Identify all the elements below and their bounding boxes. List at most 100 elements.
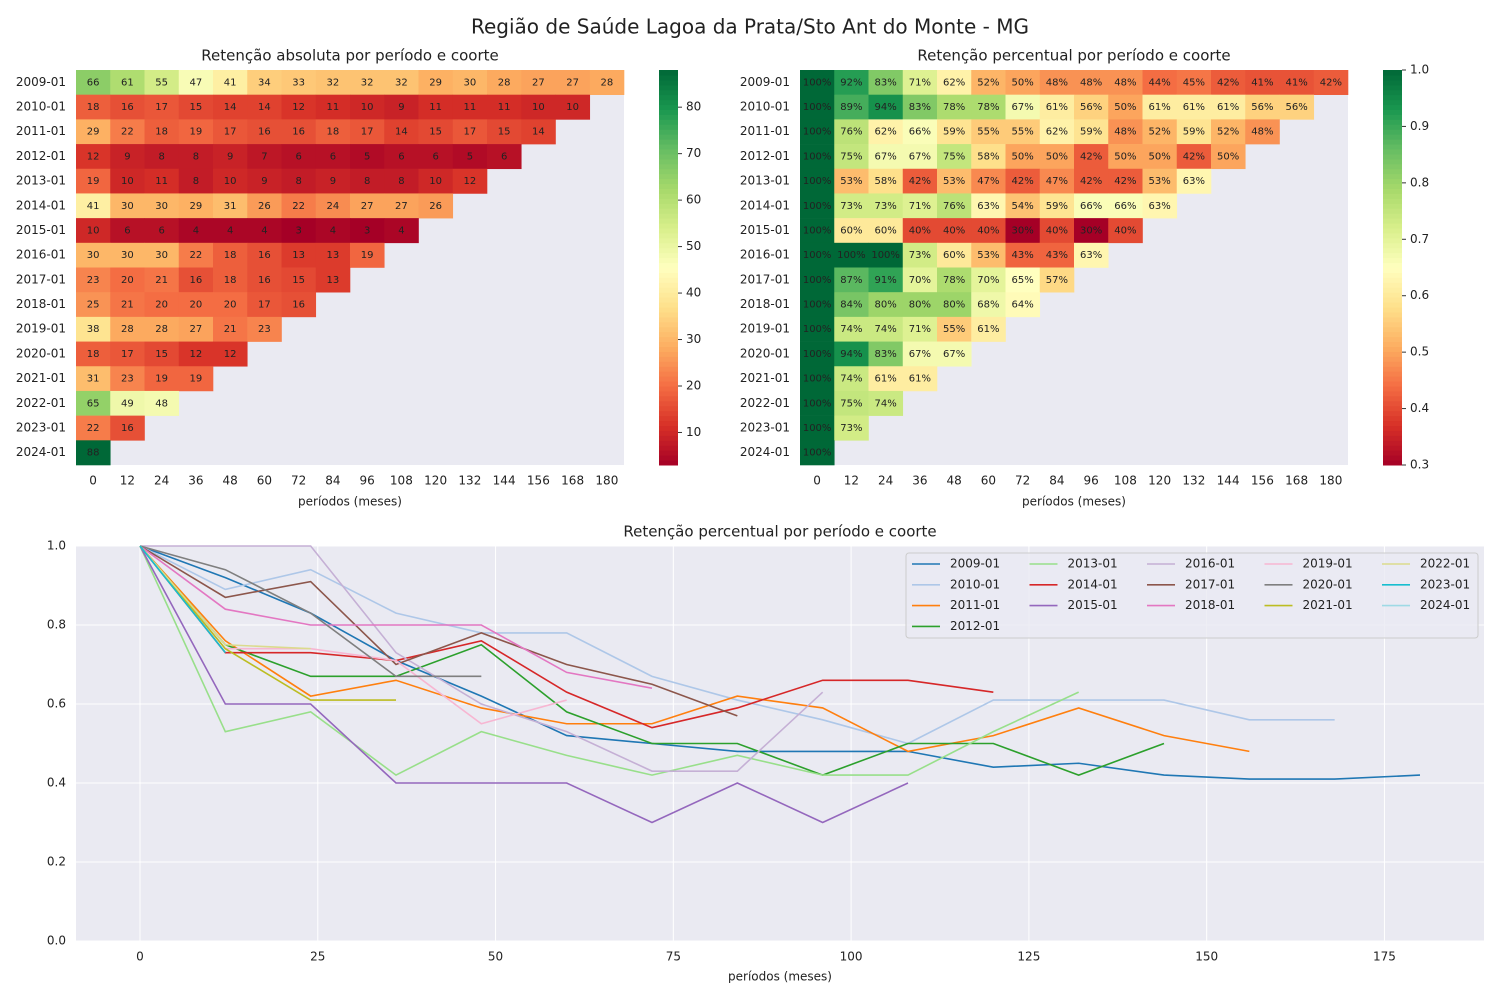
colorbar-segment <box>1383 460 1402 466</box>
heatmap-cell <box>937 292 972 318</box>
cell-label: 12 <box>464 176 477 187</box>
heatmap-cell <box>213 119 248 145</box>
colorbar-segment <box>659 70 678 76</box>
y-tick-label: 2013-01 <box>740 174 790 188</box>
y-tick-label: 2009-01 <box>740 75 790 89</box>
cell-label: 26 <box>258 201 271 212</box>
heatmap-cell <box>1074 218 1109 244</box>
cell-label: 84% <box>840 300 862 311</box>
cell-label: 94% <box>840 349 862 360</box>
heatmap-cell <box>937 316 972 342</box>
cell-label: 27 <box>532 77 545 88</box>
cell-label: 52% <box>1217 127 1239 138</box>
cell-label: 7 <box>261 151 267 162</box>
heatmap-cell <box>1279 94 1315 120</box>
y-tick-label: 2015-01 <box>740 223 790 237</box>
cell-label: 28 <box>155 324 168 335</box>
cell-label: 21 <box>224 324 237 335</box>
colorbar-segment <box>659 405 678 412</box>
heatmap-cell <box>902 193 938 219</box>
heatmap-cell <box>937 242 972 268</box>
colorbar-segment <box>1383 316 1402 323</box>
colorbar-segment <box>1383 450 1402 456</box>
cell-label: 66% <box>1080 201 1102 212</box>
cell-label: 65 <box>87 398 100 409</box>
cell-label: 30% <box>1012 225 1034 236</box>
y-tick-label: 2009-01 <box>16 75 66 89</box>
cell-label: 30 <box>464 77 477 88</box>
colorbar-segment <box>1383 307 1402 313</box>
x-tick-label: 24 <box>878 474 893 488</box>
cell-label: 74% <box>875 398 897 409</box>
heatmap-cell <box>213 267 248 293</box>
cell-label: 59% <box>1080 127 1102 138</box>
colorbar-segment <box>659 188 678 194</box>
y-tick-label: 2019-01 <box>740 322 790 336</box>
y-tick-label: 2016-01 <box>740 248 790 262</box>
cell-label: 50% <box>1012 77 1034 88</box>
heatmap-cell <box>800 242 835 268</box>
cell-label: 62% <box>1046 127 1068 138</box>
colorbar-tick-label: 0.9 <box>1410 119 1429 133</box>
y-tick-label: 2023-01 <box>740 420 790 434</box>
series-line <box>139 545 1080 777</box>
colorbar-segment <box>659 331 678 338</box>
cell-label: 100% <box>803 398 832 409</box>
heatmap-cell <box>110 218 145 244</box>
heatmap-cell <box>1005 292 1041 318</box>
colorbar-segment <box>1383 356 1402 362</box>
heatmap-cell <box>800 70 835 95</box>
heatmap-cell <box>76 292 111 318</box>
y-tick-label: 2017-01 <box>740 272 790 286</box>
cell-label: 22 <box>87 423 100 434</box>
heatmap-cell <box>937 168 972 194</box>
x-tick-label: 48 <box>946 474 961 488</box>
colorbar-segment <box>659 198 678 204</box>
cell-label: 20 <box>190 300 203 311</box>
heatmap-cell <box>110 119 145 145</box>
cell-label: 18 <box>87 102 100 113</box>
y-tick-label: 2010-01 <box>16 100 66 114</box>
cell-label: 42% <box>1217 77 1239 88</box>
x-tick-label: 132 <box>458 474 481 488</box>
heatmap-cell <box>834 70 869 95</box>
heatmap-cell <box>110 193 145 219</box>
heatmap-cell <box>281 242 317 268</box>
cell-label: 100% <box>803 448 832 459</box>
colorbar-segment <box>659 455 678 461</box>
cell-label: 41% <box>1251 77 1273 88</box>
cell-label: 24 <box>327 201 340 212</box>
heatmap-cell <box>110 242 145 268</box>
heatmap-cell <box>937 144 972 170</box>
cell-label: 10 <box>566 102 579 113</box>
cell-label: 73% <box>840 423 862 434</box>
heatmap-cell <box>110 70 145 95</box>
colorbar-segment <box>1383 134 1402 140</box>
cell-label: 40% <box>1114 225 1136 236</box>
cell-label: 12 <box>190 349 203 360</box>
heatmap-cell <box>971 119 1006 145</box>
x-tick-label: 72 <box>291 474 306 488</box>
x-tick-label: 125 <box>1017 950 1040 964</box>
heatmap-cell <box>1039 242 1075 268</box>
colorbar-segment <box>1383 193 1402 199</box>
heatmap-cell <box>178 316 214 342</box>
cell-label: 16 <box>258 127 271 138</box>
cell-label: 63% <box>1149 201 1171 212</box>
colorbar-segment <box>659 149 678 155</box>
heatmap-cell <box>144 70 180 95</box>
x-tick-label: 36 <box>912 474 927 488</box>
heatmap-cell <box>178 94 214 120</box>
colorbar-segment <box>659 356 678 362</box>
colorbar-segment <box>659 297 678 303</box>
heatmap-cell <box>178 119 214 145</box>
cell-label: 100% <box>803 374 832 385</box>
colorbar-segment <box>1383 410 1402 417</box>
cell-label: 49 <box>121 398 134 409</box>
heatmap-cell <box>800 390 835 416</box>
heatmap-cell <box>834 292 869 318</box>
heatmap-cell <box>315 242 351 268</box>
cell-label: 88 <box>87 448 100 459</box>
cell-label: 9 <box>398 102 404 113</box>
cell-label: 27 <box>361 201 374 212</box>
